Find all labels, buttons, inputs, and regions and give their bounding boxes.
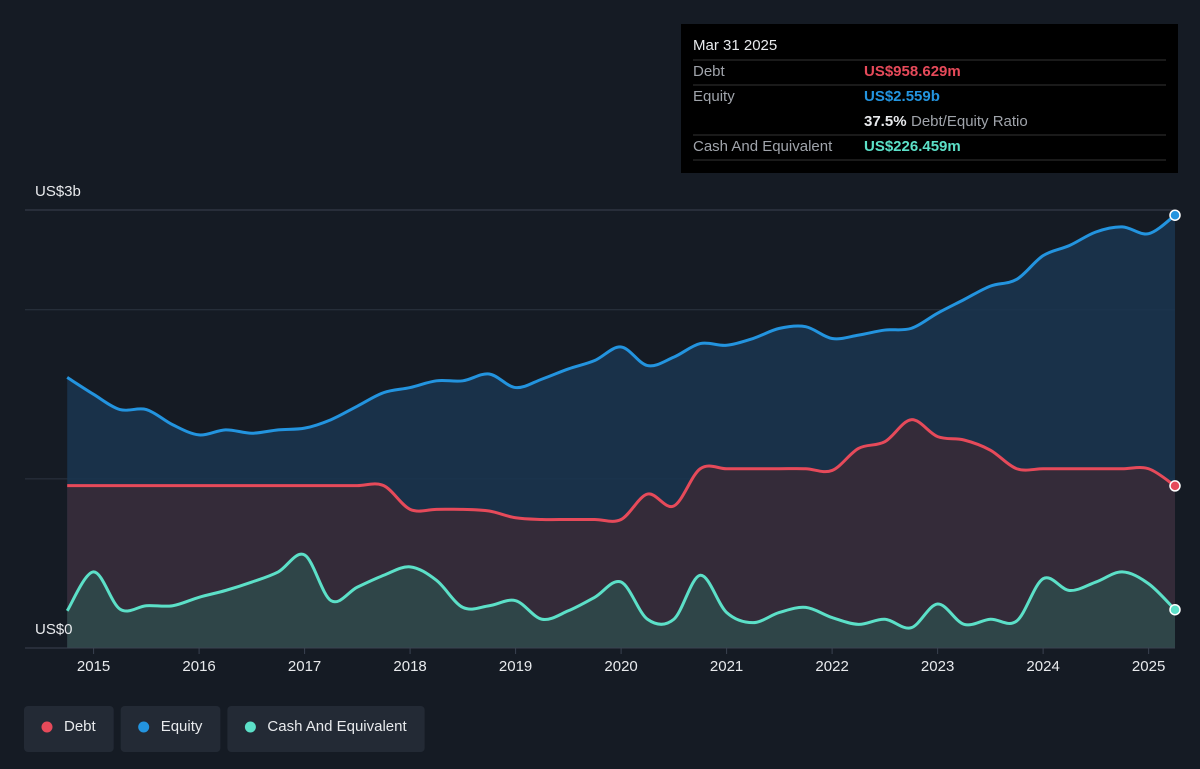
tooltip-value: US$226.459m <box>864 138 961 155</box>
tooltip-label: Cash And Equivalent <box>693 138 833 155</box>
end-marker <box>1169 480 1181 492</box>
y-max-label: US$3b <box>35 183 81 200</box>
legend-swatch <box>41 721 53 733</box>
y-tick-label: US$0 <box>35 621 73 638</box>
x-tick-label: 2025 <box>1132 658 1165 675</box>
area <box>67 419 1176 648</box>
tooltip-label: Equity <box>693 88 735 105</box>
legend-button[interactable] <box>227 706 425 752</box>
tooltip-ratio-label: Debt/Equity Ratio <box>911 113 1028 130</box>
legend: Debt Equity Cash And Equivalent <box>24 706 425 752</box>
x-tick-label: 2017 <box>288 658 321 675</box>
legend-label[interactable]: Debt <box>64 718 97 735</box>
x-tick-label: 2015 <box>77 658 110 675</box>
legend-button[interactable] <box>120 706 221 752</box>
legend-item[interactable]: Debt <box>24 706 114 752</box>
legend-swatch <box>138 721 150 733</box>
tooltip: Mar 31 2025 Debt US$958.629m Equity US$2… <box>681 24 1178 173</box>
area <box>67 554 1176 648</box>
x-tick-label: 2020 <box>604 658 637 675</box>
plot: US$0 2015 2016 2017 2018 2019 2020 2021 2022 2023… <box>25 209 1181 675</box>
legend-item[interactable]: Cash And Equivalent <box>227 706 425 752</box>
tooltip-label: Debt <box>693 63 726 80</box>
tooltip-box <box>681 24 1178 173</box>
x-tick-label: 2024 <box>1026 658 1059 675</box>
line <box>66 214 1176 437</box>
legend-label[interactable]: Equity <box>161 718 203 735</box>
legend-swatch <box>244 721 256 733</box>
tooltip-date: Mar 31 2025 <box>693 37 777 54</box>
x-tick-label: 2023 <box>921 658 954 675</box>
tooltip-value: US$958.629m <box>864 63 961 80</box>
legend-label[interactable]: Cash And Equivalent <box>267 718 407 735</box>
x-tick-label: 2021 <box>710 658 743 675</box>
line <box>65 552 1177 630</box>
tooltip-ratio: 37.5% <box>864 113 907 130</box>
x-tick-label: 2016 <box>182 658 215 675</box>
end-marker <box>1169 209 1181 221</box>
line <box>67 418 1176 523</box>
legend-button[interactable] <box>24 706 114 752</box>
x-tick-label: 2019 <box>499 658 532 675</box>
legend-item[interactable]: Equity <box>120 706 221 752</box>
tooltip-value: US$2.559b <box>864 88 940 105</box>
x-tick-label: 2022 <box>815 658 848 675</box>
end-marker <box>1169 603 1181 616</box>
x-tick-label: 2018 <box>393 658 426 675</box>
